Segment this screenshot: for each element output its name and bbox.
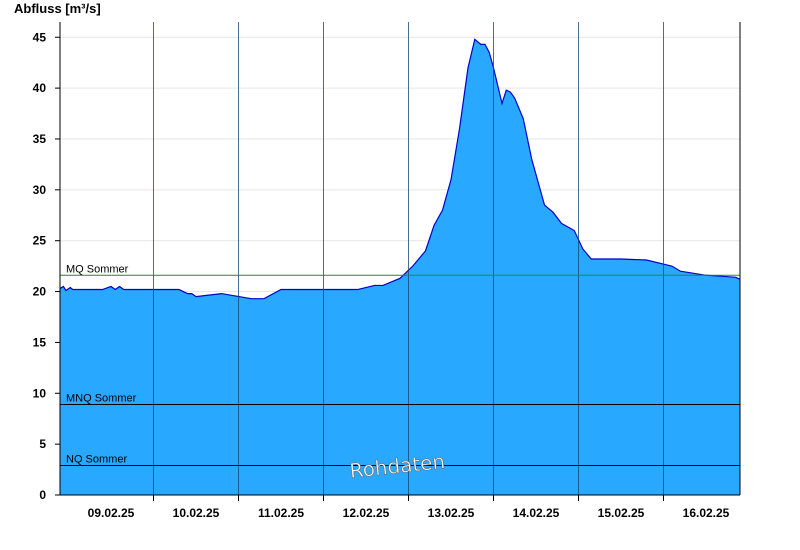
reference-line-label: MQ Sommer [66, 263, 129, 275]
reference-line-label: NQ Sommer [66, 454, 127, 466]
y-tick-label: 25 [33, 234, 47, 248]
x-tick-label: 13.02.25 [428, 506, 475, 520]
x-tick-label: 11.02.25 [258, 506, 304, 520]
reference-lines: MQ Sommer MNQ Sommer NQ Sommer [60, 263, 740, 467]
discharge-line [59, 38, 741, 300]
x-tick-label: 15.02.25 [598, 506, 645, 520]
y-tick-label: 45 [33, 30, 47, 44]
y-tick-label: 30 [33, 183, 47, 197]
tick-labels: 0 5 10 15 20 25 30 35 40 45 09.02.25 10.02.25 11.02.… [33, 30, 730, 520]
x-tick-label: 14.02.25 [513, 506, 560, 520]
discharge-area [60, 39, 740, 495]
y-tick-label: 20 [33, 285, 47, 299]
axes [55, 22, 741, 501]
y-tick-label: 15 [33, 335, 47, 349]
y-tick-label: 0 [39, 488, 46, 502]
x-tick-label: 12.02.25 [343, 506, 390, 520]
area-layer [59, 38, 741, 495]
y-tick-label: 10 [33, 386, 47, 400]
y-axis-label: Abfluss [m³/s] [14, 1, 101, 16]
reference-line-label: MNQ Sommer [66, 392, 137, 404]
x-tick-label: 09.02.25 [88, 506, 135, 520]
y-tick-label: 35 [33, 132, 47, 146]
y-tick-label: 40 [33, 81, 47, 95]
y-tick-label: 5 [39, 437, 46, 451]
x-tick-label: 10.02.25 [173, 506, 220, 520]
vertical-grid-layer [153, 22, 664, 495]
x-tick-label: 16.02.25 [683, 506, 730, 520]
